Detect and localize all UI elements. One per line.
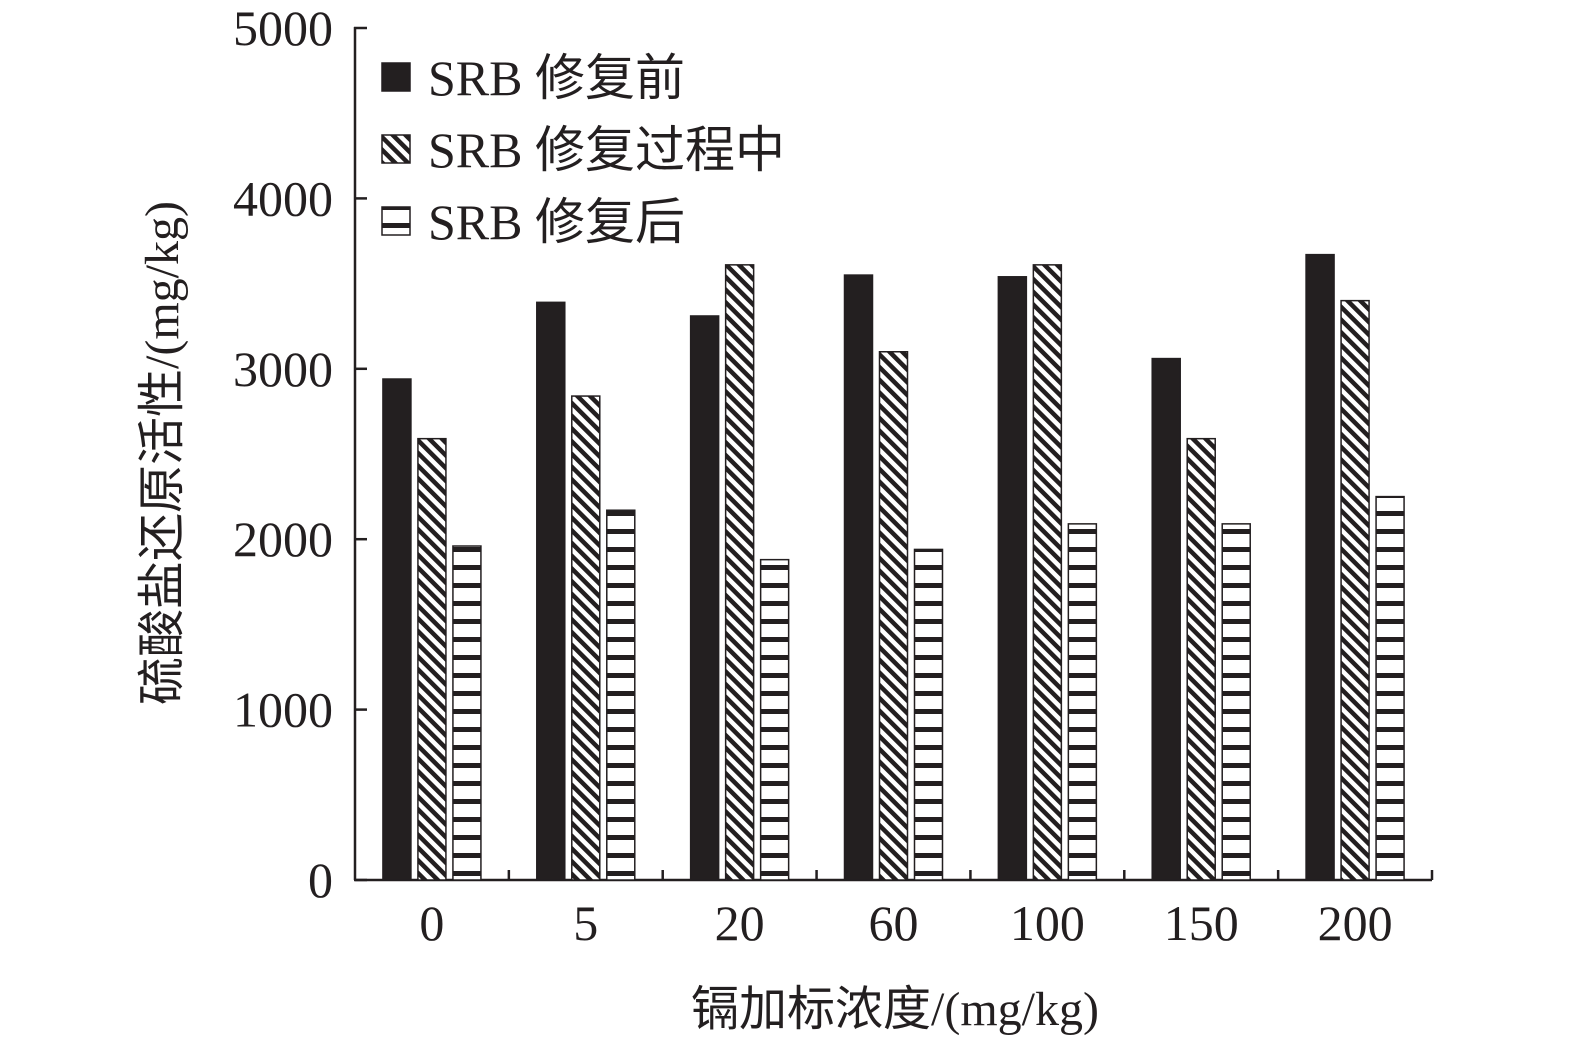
legend: SRB 修复前 SRB 修复过程中 SRB 修复后 — [381, 50, 785, 250]
bar-horizontal-0 — [452, 545, 482, 881]
bar-diagonal-200 — [1340, 299, 1370, 881]
bar-solid-100 — [997, 276, 1028, 881]
x-tick-label: 150 — [1164, 895, 1239, 951]
bar-diagonal-5 — [571, 395, 601, 881]
bar-solid-200 — [1305, 253, 1335, 881]
bar-solid-0 — [382, 378, 412, 881]
y-tick-label: 0 — [308, 852, 333, 908]
bar-diagonal-100 — [1032, 264, 1063, 881]
y-tick-label: 5000 — [233, 0, 333, 56]
x-tick-label: 60 — [869, 895, 919, 951]
x-tick-label: 100 — [1010, 895, 1085, 951]
legend-swatch-diagonal — [381, 134, 411, 164]
legend-label: SRB 修复后 — [428, 194, 685, 250]
y-tick-label: 2000 — [233, 511, 333, 567]
bar-diagonal-20 — [724, 264, 755, 881]
bar-solid-20 — [689, 315, 720, 881]
bar-horizontal-5 — [606, 509, 636, 881]
bar-solid-150 — [1151, 357, 1181, 881]
bar-horizontal-150 — [1221, 523, 1251, 881]
y-tick-label: 1000 — [233, 682, 333, 738]
y-tick-label: 3000 — [233, 341, 333, 397]
bar-solid-60 — [843, 274, 874, 881]
x-tick-label: 5 — [573, 895, 598, 951]
x-tick-label: 0 — [419, 895, 444, 951]
x-tick-label: 200 — [1318, 895, 1393, 951]
bar-diagonal-60 — [878, 351, 909, 881]
legend-swatch-solid — [381, 62, 411, 92]
y-tick-label: 4000 — [233, 170, 333, 226]
y-axis-title: 硫酸盐还原活性/(mg/kg) — [136, 201, 189, 705]
y-axis: 0 1000 2000 3000 4000 5000 — [233, 0, 367, 908]
bar-horizontal-200 — [1375, 495, 1405, 881]
x-axis: 0 5 20 60 100 150 200 — [355, 870, 1434, 951]
bar-horizontal-100 — [1067, 523, 1098, 881]
bar-solid-5 — [536, 301, 566, 881]
legend-label: SRB 修复过程中 — [428, 122, 785, 178]
legend-label: SRB 修复前 — [428, 50, 685, 106]
bars — [382, 253, 1405, 881]
legend-swatch-horizontal — [381, 206, 411, 236]
bar-diagonal-150 — [1186, 437, 1216, 881]
bar-horizontal-60 — [913, 548, 944, 881]
x-tick-label: 20 — [715, 895, 765, 951]
bar-horizontal-20 — [759, 558, 790, 881]
bar-diagonal-0 — [417, 437, 447, 881]
x-axis-title: 镉加标浓度/(mg/kg) — [691, 983, 1099, 1036]
